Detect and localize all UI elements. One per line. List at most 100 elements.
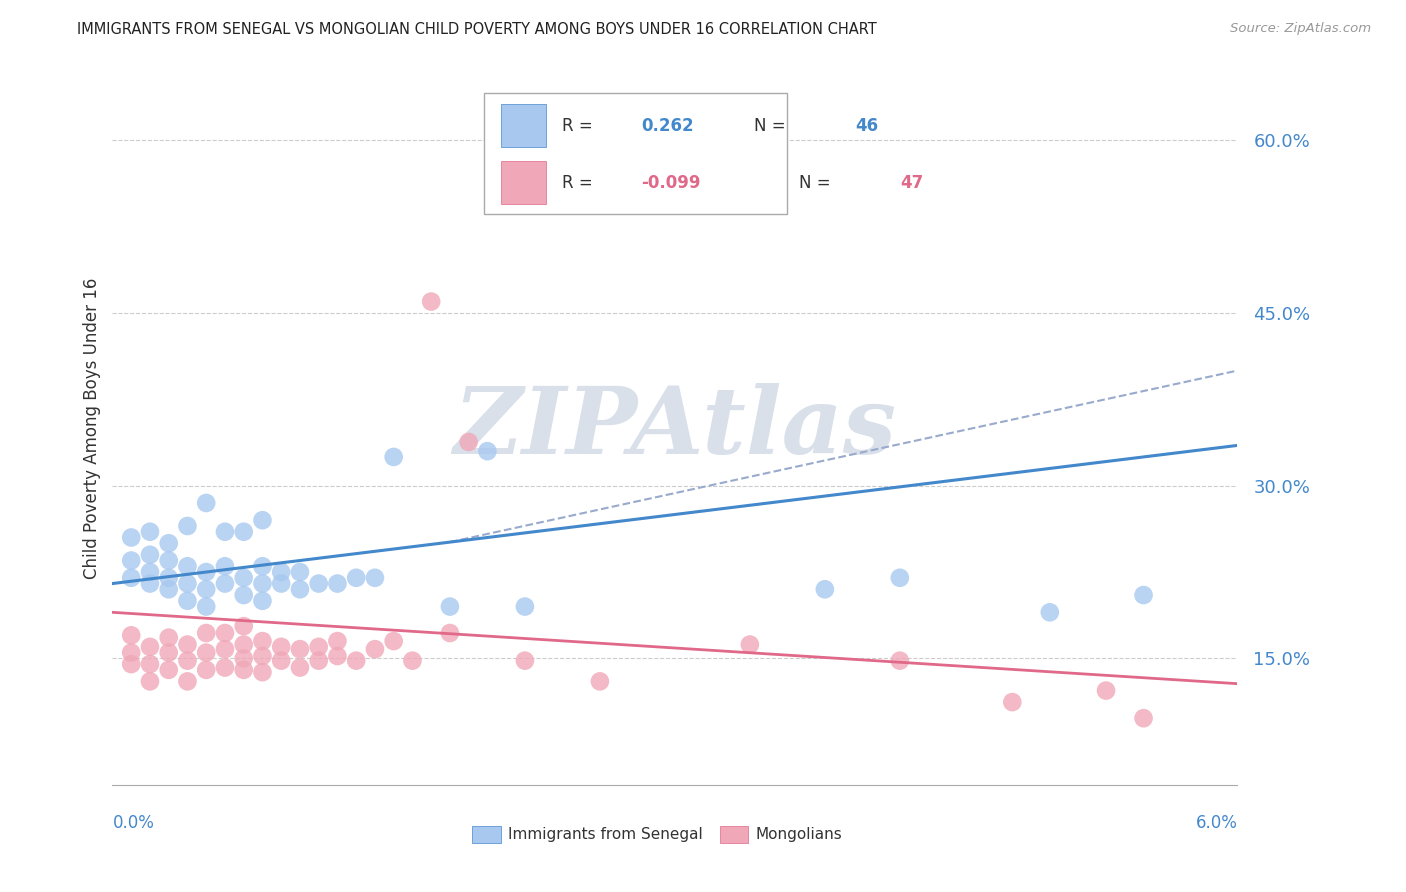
Point	[232, 524, 254, 539]
Point	[420, 294, 443, 309]
Point	[139, 576, 162, 591]
Point	[157, 631, 180, 645]
Point	[232, 651, 254, 665]
FancyBboxPatch shape	[501, 103, 546, 147]
Point	[176, 654, 198, 668]
Point	[270, 576, 292, 591]
Point	[382, 634, 405, 648]
Point	[288, 582, 311, 597]
Point	[382, 450, 405, 464]
Point	[252, 634, 274, 648]
Point	[157, 663, 180, 677]
Point	[139, 548, 162, 562]
Point	[270, 654, 292, 668]
Point	[889, 571, 911, 585]
Point	[513, 654, 536, 668]
Text: 47: 47	[900, 174, 924, 192]
Point	[889, 654, 911, 668]
Point	[364, 642, 387, 657]
FancyBboxPatch shape	[472, 826, 501, 844]
Point	[270, 640, 292, 654]
Point	[176, 519, 198, 533]
Point	[288, 642, 311, 657]
Point	[195, 663, 218, 677]
Point	[814, 582, 837, 597]
Point	[195, 599, 218, 614]
FancyBboxPatch shape	[720, 826, 748, 844]
Point	[326, 576, 349, 591]
Point	[308, 640, 330, 654]
FancyBboxPatch shape	[484, 93, 787, 214]
Text: R =: R =	[562, 117, 599, 135]
Point	[252, 665, 274, 680]
Text: 6.0%: 6.0%	[1195, 814, 1237, 831]
Point	[214, 559, 236, 574]
Point	[214, 626, 236, 640]
Point	[120, 531, 142, 545]
Point	[214, 524, 236, 539]
Point	[176, 559, 198, 574]
Point	[1001, 695, 1024, 709]
Point	[157, 536, 180, 550]
Point	[157, 553, 180, 567]
Point	[176, 638, 198, 652]
Point	[1095, 683, 1118, 698]
Point	[157, 646, 180, 660]
Point	[120, 571, 142, 585]
Point	[139, 657, 162, 672]
Point	[195, 582, 218, 597]
Point	[439, 599, 461, 614]
Point	[738, 638, 761, 652]
Point	[120, 657, 142, 672]
Point	[308, 576, 330, 591]
Point	[738, 174, 761, 188]
Point	[139, 524, 162, 539]
Point	[176, 576, 198, 591]
Point	[326, 634, 349, 648]
Point	[120, 628, 142, 642]
Point	[232, 571, 254, 585]
Point	[232, 663, 254, 677]
Text: ZIPAtlas: ZIPAtlas	[453, 384, 897, 473]
Text: 46: 46	[855, 117, 877, 135]
Text: Source: ZipAtlas.com: Source: ZipAtlas.com	[1230, 22, 1371, 36]
Point	[364, 571, 387, 585]
Point	[176, 674, 198, 689]
Point	[157, 571, 180, 585]
Point	[477, 444, 499, 458]
Text: 0.0%: 0.0%	[112, 814, 155, 831]
Text: N =: N =	[754, 117, 790, 135]
Point	[214, 576, 236, 591]
Point	[232, 588, 254, 602]
Point	[589, 674, 612, 689]
Point	[176, 594, 198, 608]
Text: -0.099: -0.099	[641, 174, 700, 192]
Point	[344, 654, 367, 668]
Point	[252, 513, 274, 527]
Point	[157, 582, 180, 597]
Point	[252, 648, 274, 663]
Text: R =: R =	[562, 174, 599, 192]
Point	[232, 638, 254, 652]
Text: N =: N =	[799, 174, 835, 192]
Point	[195, 496, 218, 510]
Point	[288, 660, 311, 674]
Point	[513, 599, 536, 614]
Point	[139, 674, 162, 689]
Point	[120, 646, 142, 660]
Point	[252, 559, 274, 574]
Point	[344, 571, 367, 585]
Point	[1132, 588, 1154, 602]
Point	[270, 565, 292, 579]
Point	[195, 646, 218, 660]
Point	[139, 640, 162, 654]
Point	[214, 660, 236, 674]
Text: IMMIGRANTS FROM SENEGAL VS MONGOLIAN CHILD POVERTY AMONG BOYS UNDER 16 CORRELATI: IMMIGRANTS FROM SENEGAL VS MONGOLIAN CHI…	[77, 22, 877, 37]
Point	[457, 434, 479, 449]
Y-axis label: Child Poverty Among Boys Under 16: Child Poverty Among Boys Under 16	[83, 277, 101, 579]
Point	[195, 565, 218, 579]
Point	[1132, 711, 1154, 725]
Point	[120, 553, 142, 567]
Point	[308, 654, 330, 668]
Point	[232, 619, 254, 633]
